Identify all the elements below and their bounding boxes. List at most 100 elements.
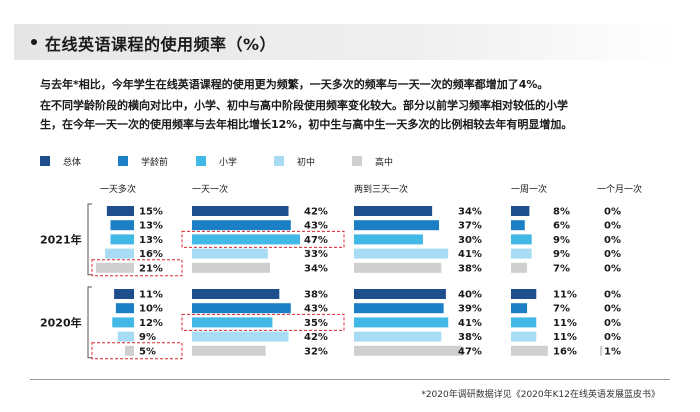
highlight-box	[91, 259, 183, 277]
bar	[192, 206, 289, 216]
data-label: 0%	[604, 249, 621, 260]
data-label: 30%	[458, 235, 482, 246]
data-label: 38%	[458, 332, 482, 343]
bar	[192, 234, 300, 245]
legend-swatch	[352, 156, 362, 166]
data-label: 1%	[604, 346, 621, 357]
bar	[354, 206, 433, 216]
data-label: 0%	[604, 235, 621, 246]
data-label: 0%	[604, 221, 621, 232]
bar	[511, 206, 530, 216]
bar	[354, 289, 446, 299]
bar	[511, 220, 525, 231]
data-label: 21%	[139, 263, 163, 274]
group-bracket	[87, 203, 92, 276]
bar	[192, 289, 280, 299]
data-label: 8%	[553, 207, 570, 218]
data-label: 43%	[304, 304, 328, 315]
description-line-1: 与去年*相比，今年学生在线英语课程的使用更为频繁，一天多次的频率与一天一次的频率…	[40, 78, 549, 91]
data-label: 32%	[304, 346, 328, 357]
bar	[117, 331, 134, 342]
bar	[354, 331, 442, 342]
description-line-3: 生，在今年一天一次的使用频率与去年相比增长12%，初中生与高中生一天多次的比例相…	[40, 118, 573, 131]
data-label: 11%	[553, 332, 577, 343]
data-label: 43%	[304, 221, 328, 232]
data-label: 42%	[304, 332, 328, 343]
bar	[106, 206, 134, 216]
data-label: 7%	[553, 304, 570, 315]
bar	[192, 345, 266, 356]
bar	[105, 248, 134, 259]
legend-label: 总体	[63, 158, 82, 168]
bullet-icon	[31, 39, 37, 45]
data-label: 40%	[458, 290, 482, 301]
footnote: *2020年调研数据详见《2020年K12在线英语发展蓝皮书》	[421, 390, 660, 400]
legend-swatch	[40, 156, 50, 166]
group-label: 2020年	[40, 315, 82, 329]
data-label: 0%	[604, 290, 621, 301]
bar	[511, 289, 537, 299]
bar	[192, 303, 291, 314]
category-header: 一周一次	[511, 183, 547, 195]
bar	[511, 345, 548, 356]
data-label: 11%	[553, 318, 577, 329]
bar	[511, 262, 528, 273]
legend-label: 学龄前	[141, 158, 169, 168]
bar	[354, 248, 449, 259]
page-title: 在线英语课程的使用频率（%）	[45, 35, 277, 54]
bar	[192, 220, 291, 231]
bar	[110, 220, 134, 231]
bar	[192, 248, 268, 259]
bar	[354, 303, 444, 314]
data-label: 38%	[458, 263, 482, 274]
data-label: 12%	[139, 318, 163, 329]
bar	[115, 303, 134, 314]
bar	[114, 289, 134, 299]
bar	[192, 317, 273, 328]
footer-divider	[30, 379, 670, 380]
data-label: 34%	[304, 263, 328, 274]
data-label: 0%	[604, 304, 621, 315]
highlight-box	[181, 230, 345, 248]
data-label: 11%	[139, 290, 163, 301]
highlight-box	[181, 313, 345, 331]
bar	[511, 317, 537, 328]
group-bracket	[87, 286, 92, 359]
highlight-box	[91, 342, 183, 360]
bar	[511, 303, 528, 314]
data-label: 6%	[553, 221, 570, 232]
data-label: 47%	[304, 235, 328, 246]
bar	[112, 317, 134, 328]
data-label: 9%	[139, 332, 156, 343]
data-label: 37%	[458, 221, 482, 232]
legend-label: 高中	[375, 158, 394, 168]
data-label: 9%	[553, 249, 570, 260]
bar	[354, 262, 442, 273]
data-label: 38%	[304, 290, 328, 301]
bar	[124, 345, 134, 356]
category-header: 两到三天一次	[354, 183, 408, 195]
data-label: 9%	[553, 235, 570, 246]
data-label: 0%	[604, 318, 621, 329]
bar	[110, 234, 134, 245]
data-label: 0%	[604, 332, 621, 343]
bar	[511, 331, 537, 342]
category-header: 一天一次	[192, 183, 228, 195]
bar	[354, 317, 449, 328]
legend-swatch	[196, 156, 206, 166]
data-label: 10%	[139, 304, 163, 315]
data-label: 0%	[604, 263, 621, 274]
bar	[96, 262, 134, 273]
data-label: 41%	[458, 249, 482, 260]
legend-swatch	[274, 156, 284, 166]
bar	[192, 331, 289, 342]
data-label: 39%	[458, 304, 482, 315]
data-label: 13%	[139, 235, 163, 246]
group-label: 2021年	[40, 232, 82, 246]
data-label: 41%	[458, 318, 482, 329]
legend-label: 小学	[219, 158, 238, 168]
data-label: 42%	[304, 207, 328, 218]
bar	[511, 234, 532, 245]
bar	[600, 345, 603, 356]
